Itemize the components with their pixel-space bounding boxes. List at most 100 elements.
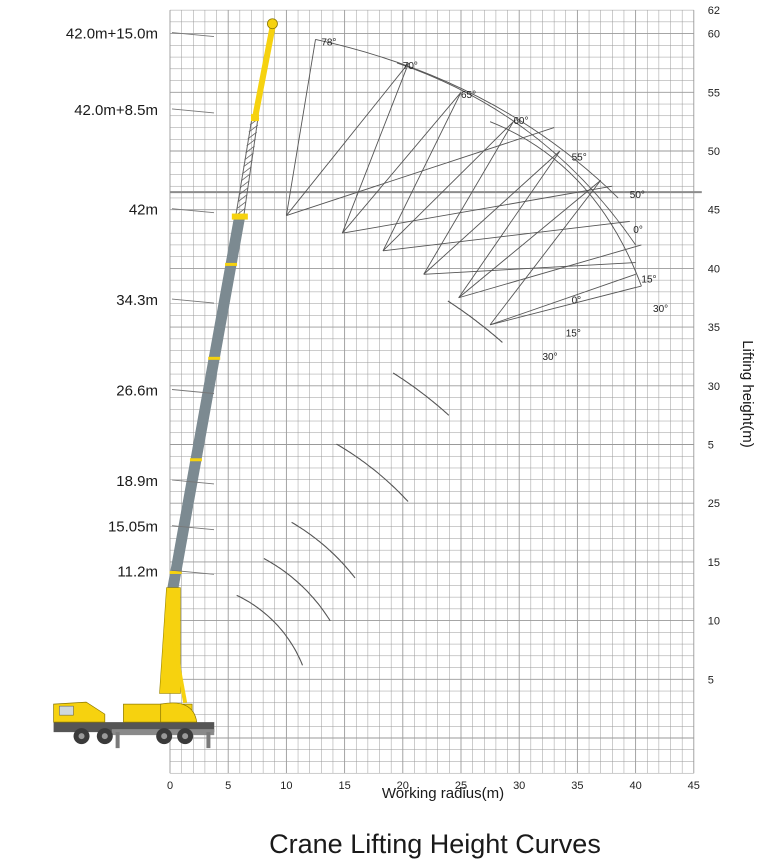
jib-tip [267,18,278,30]
height-curves [236,39,642,666]
jib-line [382,220,630,252]
jib-angle-label: 30° [542,352,557,363]
boom-length-label: 26.6m [116,382,158,399]
y-tick-label: 60 [708,29,720,41]
y-tick-label: 30 [708,381,720,393]
x-tick-label: 0 [167,780,173,792]
y-tick-label: 10 [708,616,720,628]
jib-line [286,62,409,216]
jib-angle-label: 70° [403,61,418,72]
chart-title: Crane Lifting Height Curves [269,829,601,859]
jib-line [458,244,642,299]
boom-arc [291,521,356,579]
x-tick-label: 15 [338,780,350,792]
main-boom [166,214,246,593]
jib-angle-label: 30° [653,304,668,315]
lattice-jib [248,124,259,133]
boom-lead-line [171,208,215,214]
jib-angle-label: 55° [572,152,587,163]
jib-line [382,92,462,251]
boom-lead-line [171,298,215,304]
jib-angle-label: 50° [630,190,645,201]
x-tick-label: 40 [629,780,641,792]
lattice-jib [243,159,253,168]
lattice-jib [246,138,256,147]
x-axis-label: Working radius(m) [382,785,504,802]
cab-window [59,705,74,716]
jib-angle-label: 15° [641,274,656,285]
jib-line [382,121,514,252]
x-tick-label: 45 [688,780,700,792]
lattice-jib [238,187,249,196]
jib-line [286,127,555,216]
x-tick-label: 5 [225,780,231,792]
lattice-jib [239,180,250,189]
jib-angle-label: 60° [513,116,528,127]
jib-line [342,185,613,234]
wheel-hub [182,733,189,740]
jib-envelope-arc [396,62,636,246]
x-tick-label: 10 [280,780,292,792]
y-tick-label: 50 [708,146,720,158]
lattice-jib [241,173,251,182]
boom-length-label: 42.0m+15.0m [66,26,158,43]
y-tick-label: 40 [708,263,720,275]
boom-arc [263,558,331,622]
jib-joint [250,114,259,122]
boom-arc [236,594,304,666]
x-tick-label: 30 [513,780,525,792]
jib-envelope-arc [489,121,642,287]
jib-line [341,92,462,234]
y-tick-label: 5 [708,674,714,686]
truck-chassis [53,722,215,733]
wheel-hub [78,733,85,740]
boom-arc [336,443,409,502]
jib-line [423,262,636,275]
jib-angle-label: 65° [461,90,476,101]
boom-length-label: 34.3m [116,292,158,309]
boom-length-label: 11.2m [117,563,158,580]
boom-lead-line [171,525,215,531]
jib-angle-label: 0° [633,225,643,236]
lattice-jib [245,145,255,154]
jib-angle-label: 78° [321,37,336,48]
y-tick-label: 15 [708,557,720,569]
jib-line [489,285,642,326]
luffing-cylinder [170,631,188,704]
grid [169,9,702,774]
boom-lead-line [171,32,215,38]
jib-line [285,39,316,216]
jib-envelope-arc [315,39,619,199]
lattice-jib [244,152,254,161]
lattice-jib [242,166,252,175]
y-tick-label: 62 [708,5,720,17]
jib-extension [252,27,276,119]
jib-line [458,180,601,299]
boom-length-label: 18.9m [116,473,158,490]
y-tick-label: 55 [708,87,720,99]
jib-line [458,150,561,299]
operator-cab [160,702,198,723]
jib-line [423,121,514,275]
boom-arc [392,372,450,416]
outrigger-jack [206,732,211,749]
boom-lead-line [171,108,215,114]
y-tick-label: 25 [708,498,720,510]
boom-lead-line [171,479,215,485]
boom-length-label: 15.05m [108,519,158,536]
y-axis-label: Lifting height(m) [739,340,756,448]
jib-line [423,150,561,275]
jib-angle-label: 15° [566,328,581,339]
lattice-jib [247,131,258,140]
outrigger-jack [115,732,120,749]
y-tick-label: 45 [708,205,720,217]
jib-line [489,180,602,326]
labels: 0 5 10 15 20 25 30 35 40 45 5 10 15 25 5 30 35 40 45 50 55 60… [66,5,720,792]
boom-head [231,213,248,220]
wheel-hub [101,733,108,740]
x-tick-label: 35 [571,780,583,792]
lattice-jib [236,201,247,209]
boom-lead-line [171,389,215,394]
